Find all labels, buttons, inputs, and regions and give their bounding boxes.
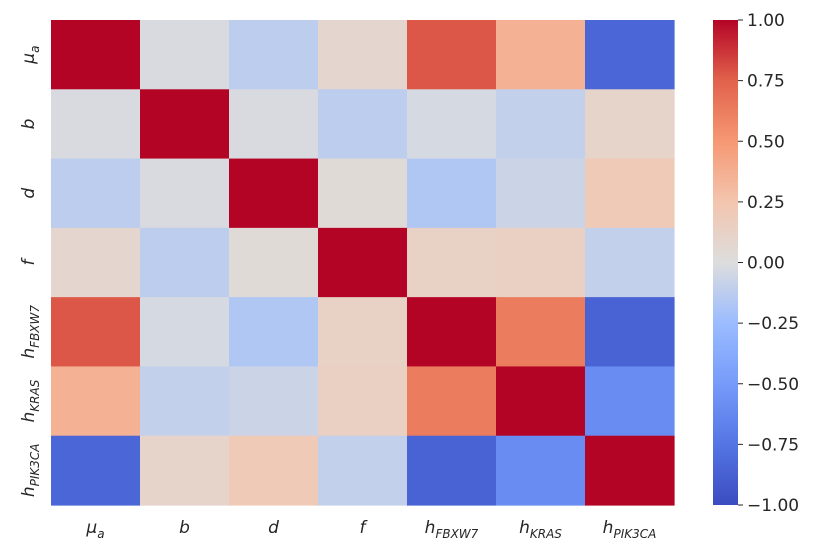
- heatmap-cell-r0-c6: [585, 20, 675, 90]
- heatmap-cells: [51, 20, 675, 506]
- colorbar-ticks: 1.00 0.75 0.50 0.25 0.00 −0.25 −0.50 −0.75 −1.00: [738, 11, 799, 516]
- heatmap-cell-r3-c1: [140, 227, 230, 298]
- row-label-3: f: [19, 257, 39, 266]
- heatmap-cell-r2-c5: [496, 158, 586, 229]
- heatmap-cell-r3-c5: [496, 227, 586, 298]
- heatmap-cell-r4-c0: [51, 297, 141, 368]
- heatmap-cell-r6-c4: [407, 435, 497, 506]
- row-label-5: hKRAS: [19, 379, 42, 422]
- heatmap-cell-r1-c0: [51, 89, 141, 160]
- heatmap-cell-r5-c2: [229, 366, 319, 437]
- heatmap-cell-r5-c6: [585, 366, 675, 437]
- colorbar-tick-label-5: −0.25: [747, 314, 799, 334]
- column-label-6: hPIK3CA: [603, 518, 657, 541]
- heatmap-cell-r2-c3: [318, 158, 408, 229]
- heatmap-cell-r6-c2: [229, 435, 319, 506]
- heatmap-cell-r2-c0: [51, 158, 141, 229]
- heatmap-cell-r1-c4: [407, 89, 497, 160]
- heatmap-cell-r5-c1: [140, 366, 230, 437]
- heatmap-cell-r2-c1: [140, 158, 230, 229]
- heatmap-cell-r6-c6: [585, 435, 675, 506]
- column-label-2: d: [268, 518, 279, 538]
- heatmap-cell-r0-c3: [318, 20, 408, 90]
- column-label-4: hFBXW7: [425, 518, 479, 541]
- heatmap-cell-r5-c4: [407, 366, 497, 437]
- heatmap-cell-r1-c6: [585, 89, 675, 160]
- column-label-3: f: [360, 518, 369, 538]
- column-label-5: hKRAS: [519, 518, 562, 541]
- heatmap-cell-r6-c1: [140, 435, 230, 506]
- heatmap-cell-r4-c2: [229, 297, 319, 368]
- heatmap-cell-r3-c2: [229, 227, 319, 298]
- colorbar-tick-label-2: 0.50: [747, 132, 785, 152]
- heatmap-cell-r1-c1: [140, 89, 230, 160]
- heatmap-cell-r2-c4: [407, 158, 497, 229]
- heatmap-cell-r2-c2: [229, 158, 319, 229]
- heatmap-cell-r4-c1: [140, 297, 230, 368]
- colorbar-tick-label-0: 1.00: [747, 11, 785, 31]
- heatmap-cell-r2-c6: [585, 158, 675, 229]
- row-label-6: hPIK3CA: [19, 444, 42, 498]
- colorbar: 1.00 0.75 0.50 0.25 0.00 −0.25 −0.50 −0.75 −1.00: [713, 11, 799, 516]
- heatmap-cell-r4-c5: [496, 297, 586, 368]
- colorbar-gradient: [713, 20, 738, 505]
- heatmap-cell-r0-c2: [229, 20, 319, 90]
- colorbar-tick-label-3: 0.25: [747, 193, 785, 213]
- heatmap-cell-r5-c5: [496, 366, 586, 437]
- heatmap-cell-r6-c0: [51, 435, 141, 506]
- heatmap-cell-r0-c1: [140, 20, 230, 90]
- row-label-2: d: [19, 188, 39, 199]
- heatmap-cell-r3-c3: [318, 227, 408, 298]
- heatmap-cell-r4-c6: [585, 297, 675, 368]
- heatmap-cell-r5-c3: [318, 366, 408, 437]
- row-label-1: b: [19, 119, 39, 130]
- heatmap-cell-r1-c3: [318, 89, 408, 160]
- heatmap-cell-r0-c5: [496, 20, 586, 90]
- row-label-4: hFBXW7: [19, 305, 42, 359]
- heatmap-cell-r5-c0: [51, 366, 141, 437]
- colorbar-tick-label-1: 0.75: [747, 72, 785, 92]
- column-tick-labels: μa b d f hFBXW7 hKRAS hPIK3CA: [85, 518, 656, 541]
- column-label-0: μa: [85, 518, 104, 541]
- heatmap-cell-r6-c3: [318, 435, 408, 506]
- heatmap-cell-r6-c5: [496, 435, 586, 506]
- heatmap-cell-r0-c4: [407, 20, 497, 90]
- row-label-0: μa: [19, 46, 42, 65]
- colorbar-tick-label-6: −0.50: [747, 375, 799, 395]
- colorbar-tick-label-8: −1.00: [747, 496, 799, 516]
- row-tick-labels: μa b d f hFBXW7 hKRAS hPIK3CA: [19, 46, 42, 498]
- heatmap-cell-r4-c3: [318, 297, 408, 368]
- heatmap-cell-r3-c4: [407, 227, 497, 298]
- colorbar-tick-label-4: 0.00: [747, 254, 785, 274]
- heatmap-cell-r1-c2: [229, 89, 319, 160]
- colorbar-tick-label-7: −0.75: [747, 435, 799, 455]
- heatmap-cell-r0-c0: [51, 20, 141, 90]
- heatmap-cell-r1-c5: [496, 89, 586, 160]
- heatmap-cell-r3-c6: [585, 227, 675, 298]
- column-label-1: b: [179, 518, 190, 538]
- heatmap-cell-r4-c4: [407, 297, 497, 368]
- heatmap-cell-r3-c0: [51, 227, 141, 298]
